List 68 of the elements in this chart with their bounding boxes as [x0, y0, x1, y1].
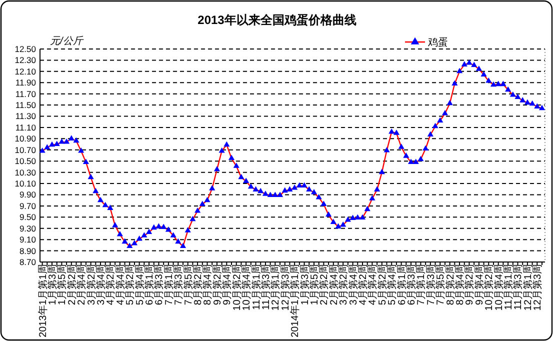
x-tick-label: 11月第1周: [250, 264, 262, 310]
x-tick-label: 2月第2周: [318, 264, 330, 306]
y-tick-label: 9.30: [19, 223, 36, 234]
x-tick-label: 7月第1周: [415, 264, 428, 306]
x-tick-label: 9月第4周: [473, 264, 486, 306]
x-tick-label: 9月第4周: [221, 264, 234, 306]
x-tick-label: 6月第3周: [153, 264, 166, 306]
x-tick-label: 10月第4周: [240, 264, 253, 311]
y-tick-label: 8.90: [19, 246, 36, 256]
x-tick-label: 7月第1周: [162, 264, 175, 306]
x-tick-label: 5月第2周: [376, 264, 388, 306]
x-tick-label: 7月第3周: [172, 264, 185, 306]
x-tick-label: 9月第2周: [211, 264, 224, 306]
x-tick-label: 7月第3周: [424, 264, 437, 306]
y-tick-label: 10.10: [14, 178, 36, 188]
x-tick-label: 7月第5周: [182, 264, 194, 306]
x-tick-label: 12月第3周: [532, 264, 544, 311]
x-tick-label: 9月第2周: [464, 264, 476, 306]
x-tick-label: 4月第4周: [366, 264, 379, 306]
y-tick-label: 9.90: [19, 190, 36, 200]
x-tick-label: 2月第2周: [66, 264, 78, 306]
x-tick-label: 3月第2周: [338, 264, 350, 306]
x-tick-label: 1月第5周: [56, 264, 68, 306]
x-tick-label: 10月第4周: [492, 264, 505, 311]
chart-title: 2013年以来全国鸡蛋价格曲线: [198, 13, 356, 27]
x-tick-label: 4月第4周: [114, 264, 126, 306]
x-tick-label: 4月第2周: [356, 264, 369, 306]
y-tick-label: 10.90: [14, 134, 36, 144]
y-tick-label: 9.50: [19, 212, 36, 222]
y-tick-label: 11.30: [15, 111, 36, 122]
y-tick-label: 10.70: [14, 144, 36, 155]
x-tick-label: 4月第2周: [104, 264, 117, 306]
y-tick-label: 9.10: [19, 234, 36, 245]
legend-label: 鸡蛋: [427, 36, 448, 48]
x-tick-label: 5月第4周: [134, 264, 146, 306]
x-tick-label: 12月第3周: [279, 264, 292, 311]
x-tick-label: 10月第2周: [483, 264, 496, 311]
x-tick-label: 8月第4周: [202, 264, 214, 306]
y-tick-label: 9.70: [19, 200, 36, 211]
x-tick-label: 10月第2周: [230, 264, 243, 311]
y-tick-label: 10.30: [14, 167, 36, 178]
x-tick-label: 2月第4周: [76, 264, 88, 306]
x-tick-label: 12月第1周: [522, 264, 534, 311]
y-tick-label: 10.50: [14, 156, 36, 166]
x-tick-label: 1月第5周: [308, 264, 320, 306]
x-tick-label: 11月第3周: [260, 264, 272, 310]
y-tick-label: 11.50: [15, 100, 36, 110]
x-tick-label: 5月第4周: [386, 264, 398, 306]
x-tick-label: 2014年1月第1周: [289, 264, 302, 338]
x-tick-label: 12月第1周: [270, 264, 282, 311]
x-tick-label: 5月第2周: [124, 264, 136, 306]
x-tick-label: 7月第5周: [434, 264, 447, 306]
y-tick-label: 8.70: [19, 256, 36, 267]
y-tick-label: 11.10: [15, 122, 36, 132]
x-tick-label: 1月第3周: [298, 264, 311, 306]
x-tick-label: 6月第1周: [396, 264, 408, 306]
x-tick-label: 11月第3周: [512, 264, 524, 310]
y-tick-label: 12.50: [14, 44, 36, 54]
x-tick-label: 3月第4周: [347, 264, 360, 306]
x-tick-label: 8月第2周: [444, 264, 456, 306]
x-tick-label: 3月第2周: [85, 264, 98, 306]
y-axis-title: 元/公斤: [50, 35, 84, 47]
y-tick-label: 12.30: [14, 55, 36, 66]
x-tick-label: 2013年1月第1周: [36, 264, 49, 338]
y-tick-label: 11.90: [15, 78, 36, 88]
y-tick-label: 12.10: [14, 66, 36, 76]
x-tick-label: 2月第4周: [328, 264, 340, 306]
y-tick-label: 11.70: [15, 88, 36, 99]
